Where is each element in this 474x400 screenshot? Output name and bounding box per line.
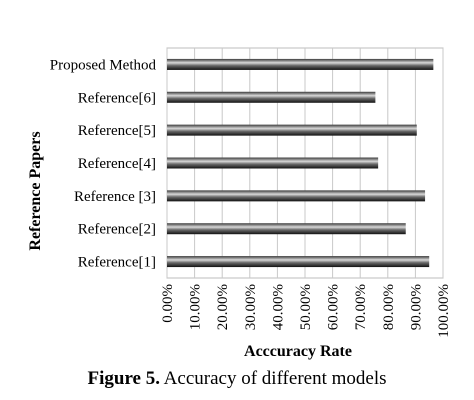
- x-tick-label: 60.00%: [326, 284, 342, 330]
- bar: [167, 190, 426, 202]
- bar: [167, 91, 376, 103]
- y-axis-title: Reference Papers: [27, 131, 44, 250]
- x-tick-label: 10.00%: [188, 284, 204, 330]
- bar: [167, 223, 406, 235]
- bar: [167, 58, 434, 70]
- category-labels: Proposed Method Reference[6] Reference[5] R…: [50, 57, 157, 270]
- x-tick-labels: 0.00% 10.00% 20.00% 30.00% 40.00% 50.00% 60.00…: [160, 284, 452, 338]
- figure-caption-text: Accuracy of different models: [159, 368, 387, 389]
- category-label: Reference [3]: [74, 189, 156, 205]
- x-tick-label: 30.00%: [243, 284, 259, 330]
- figure-caption-label: Figure 5.: [87, 368, 160, 389]
- gridlines: [166, 48, 444, 278]
- category-label: Reference[5]: [78, 123, 156, 139]
- x-tick-label: 80.00%: [381, 284, 397, 330]
- x-tick-label: 40.00%: [270, 284, 286, 330]
- x-tick-label: 50.00%: [298, 284, 314, 330]
- x-tick-label: 100.00%: [436, 284, 452, 338]
- category-label: Reference[6]: [78, 90, 156, 106]
- bar: [167, 124, 417, 136]
- category-label: Reference[4]: [78, 156, 156, 172]
- x-tick-label: 70.00%: [353, 284, 369, 330]
- x-tick-label: 20.00%: [215, 284, 231, 330]
- category-label: Reference[2]: [78, 222, 156, 238]
- bar: [167, 256, 430, 268]
- bars: [167, 58, 434, 268]
- category-label: Proposed Method: [50, 57, 157, 73]
- figure-caption: Figure 5. Accuracy of different models: [0, 368, 474, 390]
- x-tick-label: 90.00%: [408, 284, 424, 330]
- x-tick-label: 0.00%: [160, 284, 176, 323]
- bar: [167, 157, 379, 169]
- category-label: Reference[1]: [78, 255, 156, 271]
- x-axis-title: Acccuracy Rate: [244, 343, 352, 360]
